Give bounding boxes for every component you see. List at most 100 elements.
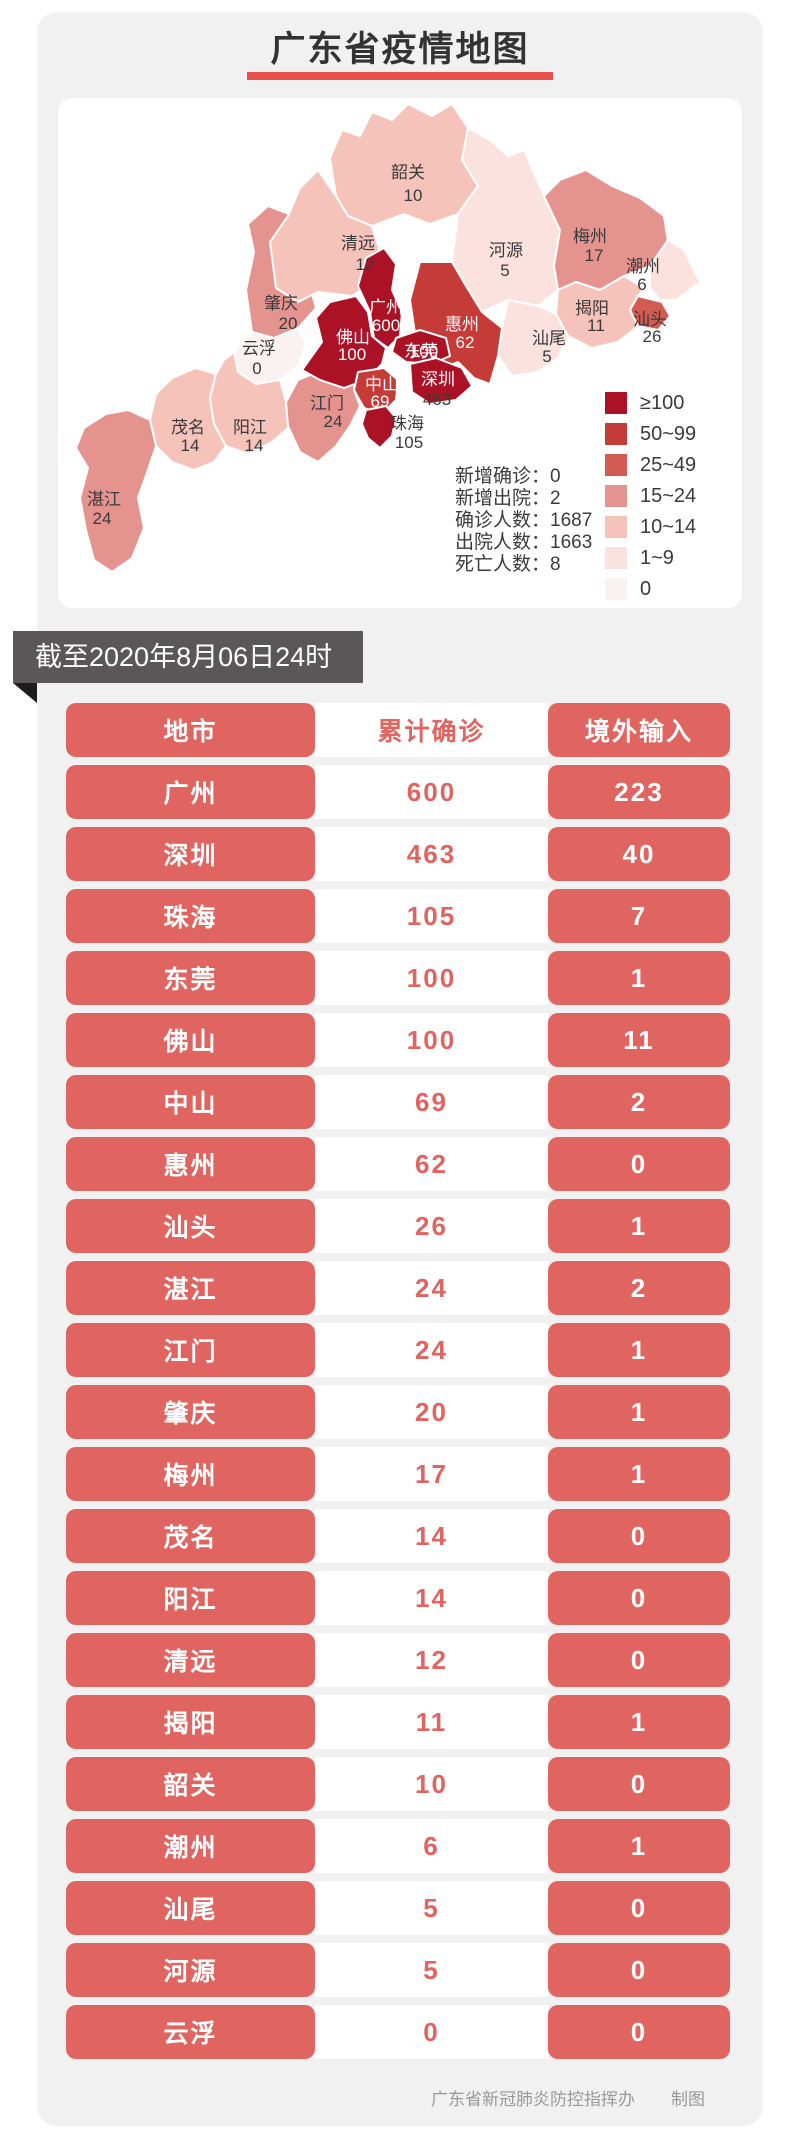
- imported-cell: 7: [548, 889, 730, 943]
- table-row: 肇庆 20 1: [66, 1385, 730, 1439]
- table-row: 茂名 14 0: [66, 1509, 730, 1563]
- legend-item: ≥100: [605, 392, 696, 414]
- region-value-label: 10: [404, 186, 423, 205]
- table-row: 清远 12 0: [66, 1633, 730, 1687]
- city-cell: 茂名: [66, 1509, 315, 1563]
- region-name-label: 江门: [310, 394, 344, 413]
- table-row: 云浮 0 0: [66, 2005, 730, 2059]
- legend-swatch: [605, 516, 627, 538]
- map-region-shenzhen: [409, 357, 473, 405]
- region-value-label: 100: [338, 345, 366, 364]
- region-value-label: 62: [456, 333, 475, 352]
- confirmed-cell: 20: [315, 1385, 548, 1439]
- city-cell: 东莞: [66, 951, 315, 1005]
- city-cell: 惠州: [66, 1137, 315, 1191]
- table-row: 河源 5 0: [66, 1943, 730, 1997]
- city-cell: 河源: [66, 1943, 315, 1997]
- city-cell: 汕尾: [66, 1881, 315, 1935]
- confirmed-cell: 69: [315, 1075, 548, 1129]
- region-name-label: 潮州: [626, 257, 660, 276]
- imported-cell: 1: [548, 1385, 730, 1439]
- confirmed-cell: 10: [315, 1757, 548, 1811]
- region-value-label: 463: [423, 390, 451, 409]
- region-name-label: 汕尾: [532, 329, 566, 348]
- table-row: 揭阳 11 1: [66, 1695, 730, 1749]
- imported-cell: 0: [548, 1881, 730, 1935]
- city-cell: 湛江: [66, 1261, 315, 1315]
- confirmed-cell: 100: [315, 1013, 548, 1067]
- map-region-qingyuan: [269, 169, 381, 303]
- map-region-shaoguan: [329, 103, 479, 227]
- confirmed-cell: 14: [315, 1509, 548, 1563]
- city-cell: 中山: [66, 1075, 315, 1129]
- table-row: 东莞 100 1: [66, 951, 730, 1005]
- confirmed-cell: 14: [315, 1571, 548, 1625]
- table-row: 韶关 10 0: [66, 1757, 730, 1811]
- legend-label: 10~14: [640, 516, 697, 538]
- city-cell: 揭阳: [66, 1695, 315, 1749]
- imported-cell: 223: [548, 765, 730, 819]
- confirmed-cell: 62: [315, 1137, 548, 1191]
- legend-swatch: [605, 547, 627, 569]
- map-region-chaozhou: [649, 239, 701, 301]
- confirmed-cell: 600: [315, 765, 548, 819]
- confirmed-cell: 24: [315, 1323, 548, 1377]
- legend-swatch: [605, 454, 627, 476]
- imported-cell: 0: [548, 1633, 730, 1687]
- stat-new-discharged: 新增出院：2: [455, 488, 561, 509]
- legend-label: 0: [640, 578, 652, 600]
- map-panel: 韶关 10 肇庆 20 清远 12 河源 5 梅州 17 云浮 0 茂名 14 …: [58, 98, 742, 608]
- imported-cell: 0: [548, 1757, 730, 1811]
- stat-new-confirmed: 新增确诊：0: [455, 466, 561, 487]
- city-table: 地市 累计确诊 境外输入 广州 600 223 深圳 463 40 珠海 105 7 东莞 100 1…: [37, 703, 763, 2059]
- region-name-label: 揭阳: [575, 299, 609, 318]
- city-cell: 江门: [66, 1323, 315, 1377]
- city-column-header: 地市: [66, 703, 315, 757]
- city-cell: 广州: [66, 765, 315, 819]
- region-name-label: 汕头: [633, 310, 667, 329]
- map-legend: ≥100 50~99 25~49 15~24 10~14 1~9: [605, 392, 696, 609]
- map-region-yangjiang: [209, 351, 291, 455]
- confirmed-cell: 11: [315, 1695, 548, 1749]
- region-value-label: 14: [245, 436, 264, 455]
- region-value-label: 20: [279, 314, 298, 333]
- region-value-label: 24: [93, 509, 112, 528]
- imported-cell: 0: [548, 1571, 730, 1625]
- imported-cell: 40: [548, 827, 730, 881]
- legend-label: 15~24: [640, 485, 697, 507]
- map-region-shantou: [629, 295, 671, 331]
- region-value-label: 69: [371, 392, 390, 411]
- imported-cell: 0: [548, 1943, 730, 1997]
- legend-item: 25~49: [605, 454, 696, 476]
- legend-item: 1~9: [605, 547, 696, 569]
- city-cell: 珠海: [66, 889, 315, 943]
- region-name-label: 肇庆: [264, 294, 298, 313]
- stat-total-discharged: 出院人数：1663: [455, 532, 593, 553]
- region-value-label: 11: [587, 316, 605, 335]
- imported-cell: 1: [548, 1323, 730, 1377]
- date-ribbon-text: 截至2020年8月06日24时: [35, 642, 333, 672]
- confirmed-cell: 463: [315, 827, 548, 881]
- city-table-body: 广州 600 223 深圳 463 40 珠海 105 7 东莞 100 1 佛山 100 11 中山 69 2 惠…: [37, 765, 763, 2059]
- region-value-label: 17: [585, 246, 604, 265]
- region-value-label: 100: [410, 342, 438, 361]
- table-row: 广州 600 223: [66, 765, 730, 819]
- confirmed-cell: 12: [315, 1633, 548, 1687]
- table-row: 梅州 17 1: [66, 1447, 730, 1501]
- imported-cell: 2: [548, 1075, 730, 1129]
- region-name-label: 中山: [365, 375, 399, 394]
- title-underline: [247, 72, 553, 80]
- footer-credit-text: 广东省新冠肺炎防控指挥办: [431, 2090, 635, 2109]
- region-name-label: 河源: [489, 241, 523, 260]
- legend-item: 15~24: [605, 485, 696, 507]
- table-row: 中山 69 2: [66, 1075, 730, 1129]
- table-row: 珠海 105 7: [66, 889, 730, 943]
- city-cell: 云浮: [66, 2005, 315, 2059]
- confirmed-column-header: 累计确诊: [315, 703, 548, 757]
- confirmed-cell: 5: [315, 1881, 548, 1935]
- imported-cell: 1: [548, 951, 730, 1005]
- table-row: 汕头 26 1: [66, 1199, 730, 1253]
- region-name-label: 广州: [369, 298, 403, 317]
- imported-cell: 0: [548, 2005, 730, 2059]
- stat-total-confirmed: 确诊人数：1687: [455, 510, 593, 531]
